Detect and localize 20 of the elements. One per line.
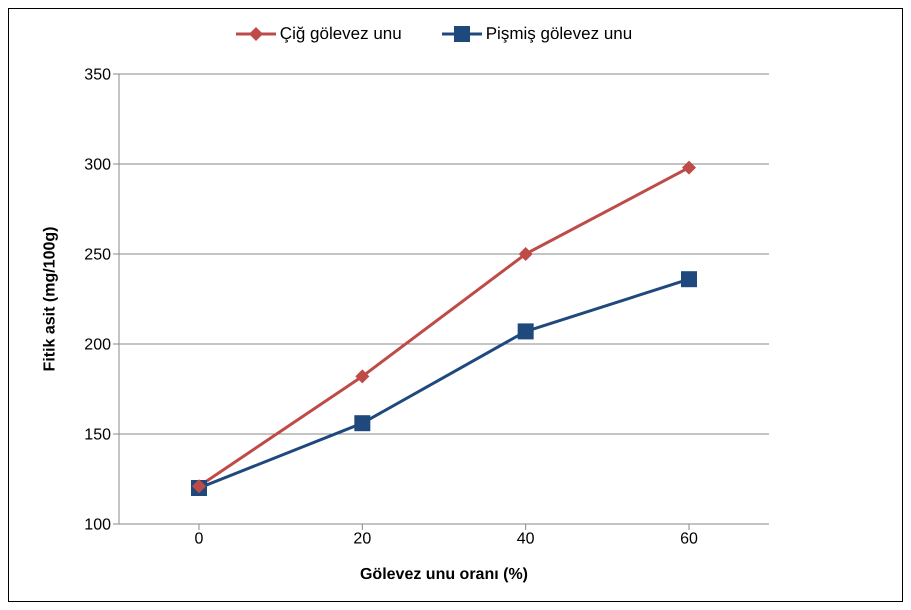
x-tick-label: 0 xyxy=(194,530,204,548)
point xyxy=(518,323,534,340)
y-tick-label: 350 xyxy=(84,66,112,84)
point xyxy=(682,160,696,175)
legend-label: Pişmiş gölevez unu xyxy=(486,24,632,44)
y-tick-label: 150 xyxy=(84,426,112,444)
x-tick-label: 60 xyxy=(680,530,698,548)
y-tick-label: 100 xyxy=(84,516,112,534)
y-axis-title: Fitik asit (mg/100g) xyxy=(42,226,59,372)
y-tick-label: 250 xyxy=(84,246,112,264)
point xyxy=(355,369,370,384)
point xyxy=(681,271,697,288)
x-tick-label: 20 xyxy=(353,530,372,548)
y-tick-label: 300 xyxy=(84,156,112,174)
x-axis-title: Gölevez unu oranı (%) xyxy=(360,566,528,583)
point xyxy=(518,247,533,261)
legend-label: Çiğ gölevez unu xyxy=(280,24,402,44)
x-tick-label: 40 xyxy=(516,530,535,548)
y-tick-label: 200 xyxy=(84,336,112,354)
point xyxy=(354,415,370,432)
